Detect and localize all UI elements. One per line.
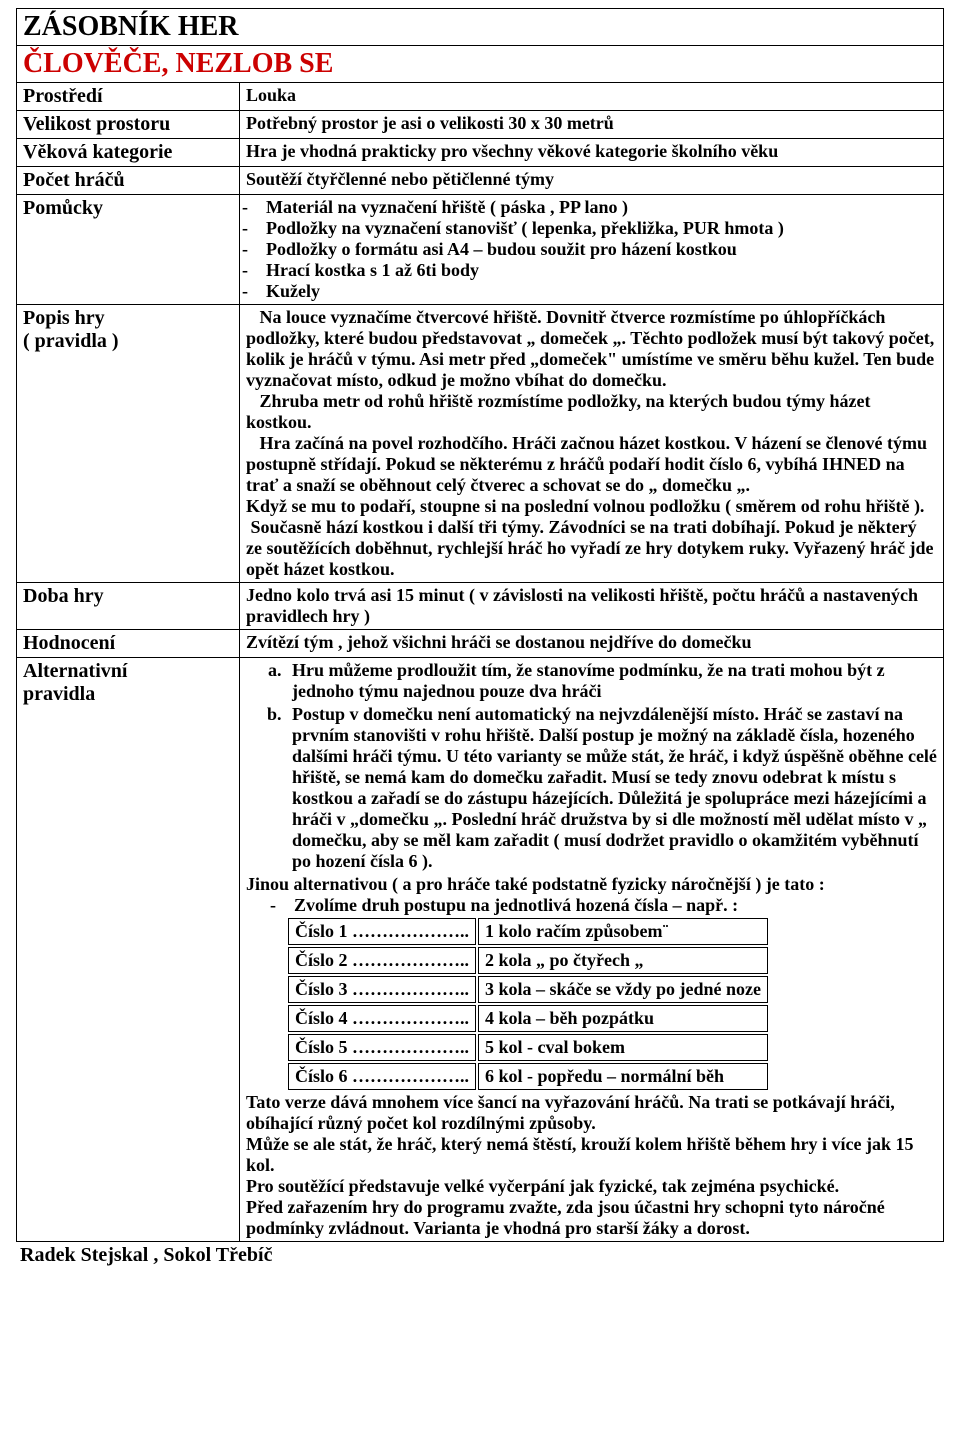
row-value-prostredi: Louka [240, 83, 944, 111]
alt-ordered-list: Hru můžeme prodloužit tím, že stanovíme … [246, 660, 937, 872]
num-label: Číslo 1 ……………….. [288, 918, 476, 945]
row-value-popis: Na louce vyznačíme čtvercové hřiště. Dov… [240, 305, 944, 583]
num-desc: 1 kolo račím způsobem¨ [478, 918, 768, 945]
list-item: Hrací kostka s 1 až 6ti body [266, 260, 937, 281]
row-value-velikost: Potřebný prostor je asi o velikosti 30 x… [240, 111, 944, 139]
label-line: ( pravidla ) [23, 330, 119, 352]
list-item: Podložky na vyznačení stanovišť ( lepenk… [266, 218, 937, 239]
num-label: Číslo 4 ……………….. [288, 1005, 476, 1032]
paragraph: Když se mu to podaří, stoupne si na posl… [246, 496, 937, 517]
num-desc: 5 kol - cval bokem [478, 1034, 768, 1061]
paragraph: Hra začíná na povel rozhodčího. Hráči za… [246, 433, 937, 496]
num-desc: 3 kola – skáče se vždy po jedné noze [478, 976, 768, 1003]
paragraph: Tato verze dává mnohem více šancí na vyř… [246, 1092, 937, 1134]
row-value-doba: Jedno kolo trvá asi 15 minut ( v závislo… [240, 583, 944, 630]
author-footer: Radek Stejskal , Sokol Třebíč [20, 1244, 944, 1267]
row-label-popis: Popis hry ( pravidla ) [17, 305, 240, 583]
list-item: Hru můžeme prodloužit tím, že stanovíme … [286, 660, 937, 702]
list-item: Kužely [266, 281, 937, 302]
label-line: Popis hry [23, 307, 105, 329]
subtitle-cell: ČLOVĚČE, NEZLOB SE [17, 46, 944, 83]
row-value-vek: Hra je vhodná prakticky pro všechny věko… [240, 139, 944, 167]
row-label-pocet: Počet hráčů [17, 167, 240, 195]
num-label: Číslo 5 ……………….. [288, 1034, 476, 1061]
row-label-prostredi: Prostředí [17, 83, 240, 111]
row-value-alt: Hru můžeme prodloužit tím, že stanovíme … [240, 658, 944, 1242]
label-line: Alternativní [23, 660, 127, 682]
row-label-vek: Věková kategorie [17, 139, 240, 167]
list-item: Materiál na vyznačení hřiště ( páska , P… [266, 197, 937, 218]
label-line: pravidla [23, 683, 95, 705]
num-desc: 2 kola „ po čtyřech „ [478, 947, 768, 974]
number-mapping-table: Číslo 1 ………………..1 kolo račím způsobem¨ Č… [286, 916, 770, 1092]
row-label-alt: Alternativní pravidla [17, 658, 240, 1242]
num-label: Číslo 6 ……………….. [288, 1063, 476, 1090]
list-item: Podložky o formátu asi A4 – budou soužit… [266, 239, 937, 260]
num-desc: 4 kola – běh pozpátku [478, 1005, 768, 1032]
title-cell: ZÁSOBNÍK HER [17, 9, 944, 46]
paragraph: Současně hází kostkou i další tři týmy. … [246, 517, 937, 580]
row-label-hodnoceni: Hodnocení [17, 630, 240, 658]
paragraph: Jinou alternativou ( a pro hráče také po… [246, 874, 937, 895]
row-value-pocet: Soutěží čtyřčlenné nebo pětičlenné týmy [240, 167, 944, 195]
list-item: Zvolíme druh postupu na jednotlivá hozen… [294, 895, 937, 916]
row-label-pomucky: Pomůcky [17, 195, 240, 305]
paragraph: Na louce vyznačíme čtvercové hřiště. Dov… [246, 307, 937, 391]
num-label: Číslo 2 ……………….. [288, 947, 476, 974]
game-sheet-table: ZÁSOBNÍK HER ČLOVĚČE, NEZLOB SE Prostřed… [16, 8, 944, 1242]
paragraph: Zhruba metr od rohů hřiště rozmístíme po… [246, 391, 937, 433]
row-value-hodnoceni: Zvítězí tým , jehož všichni hráči se dos… [240, 630, 944, 658]
alt2-rule-list: Zvolíme druh postupu na jednotlivá hozen… [246, 895, 937, 916]
list-item: Postup v domečku není automatický na nej… [286, 704, 937, 872]
row-label-velikost: Velikost prostoru [17, 111, 240, 139]
pomucky-list: Materiál na vyznačení hřiště ( páska , P… [246, 197, 937, 302]
paragraph: Pro soutěžící představuje velké vyčerpán… [246, 1176, 937, 1197]
num-desc: 6 kol - popředu – normální běh [478, 1063, 768, 1090]
row-value-pomucky: Materiál na vyznačení hřiště ( páska , P… [240, 195, 944, 305]
paragraph: Před zařazením hry do programu zvažte, z… [246, 1197, 937, 1239]
row-label-doba: Doba hry [17, 583, 240, 630]
num-label: Číslo 3 ……………….. [288, 976, 476, 1003]
paragraph: Může se ale stát, že hráč, který nemá št… [246, 1134, 937, 1176]
